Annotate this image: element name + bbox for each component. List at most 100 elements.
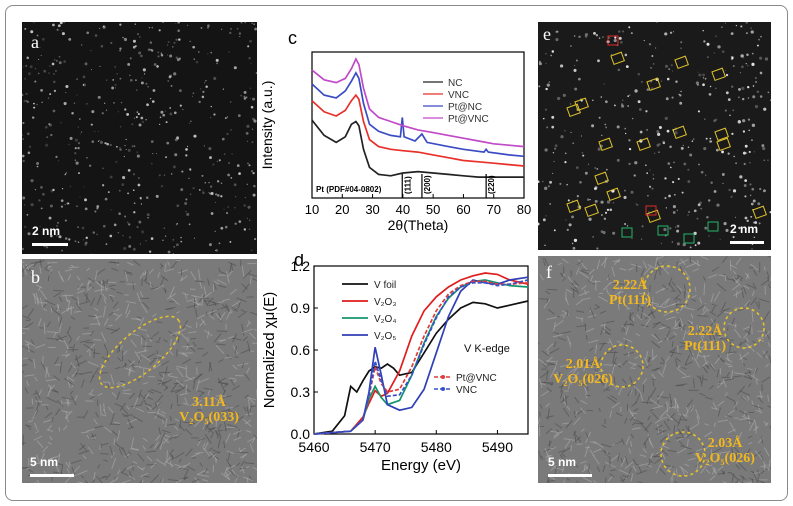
- series-line-v-o-: [313, 279, 529, 435]
- x-tick-label-4: 50: [426, 202, 440, 217]
- marker-yellow-12: [646, 209, 661, 224]
- panel-a-label: a: [31, 32, 39, 52]
- panel-f-phase-4: V₂O₅(026): [695, 451, 755, 466]
- marker-green-3: [707, 221, 719, 232]
- marker-green-2: [683, 233, 695, 244]
- panel-f-label: f: [546, 262, 552, 282]
- panel-e-scale-label: 2 nm: [730, 222, 759, 236]
- marker-green-0: [621, 227, 633, 238]
- marker-yellow-16: [566, 199, 581, 214]
- y-tick-label-1: 0.3: [291, 384, 311, 400]
- panel-b-scale-label: 5 nm: [30, 455, 59, 469]
- panel-b-ellipse-marker: [98, 315, 182, 389]
- series-line-nc: [311, 119, 524, 178]
- x-tick-label-0: 5460: [298, 439, 329, 455]
- x-tick-label-1: 5470: [360, 439, 391, 455]
- panel-a-scale-label: 2 nm: [32, 224, 61, 238]
- panel-b-label: b: [31, 267, 40, 287]
- panel-d-label: d: [294, 254, 304, 270]
- marker-yellow-15: [594, 171, 609, 186]
- legend-label-1: VNC: [448, 90, 469, 101]
- panel-b-lattice-annotation: 3.11Å V₂O₅(033): [164, 395, 254, 425]
- panel-e-atom-markers: [566, 35, 767, 244]
- legend-marker-4: [441, 375, 445, 379]
- panel-b-d-spacing: 3.11Å: [192, 395, 226, 410]
- series-line-vnc: [313, 279, 529, 435]
- x-axis-label: Energy (eV): [381, 457, 461, 474]
- reference-peak-label-0: (111): [403, 176, 412, 194]
- marker-yellow-1: [610, 51, 625, 66]
- reference-peak-label-1: (200): [423, 175, 432, 194]
- series-line-v-foil: [313, 300, 529, 435]
- marker-red-1: [645, 205, 657, 216]
- x-tick-label-7: 80: [517, 202, 531, 217]
- panel-a-dots: [22, 22, 257, 254]
- y-axis-label: Intensity (a.u.): [259, 81, 275, 170]
- panel-f-annotation-3: 2.01Å V₂O₅(026): [538, 357, 628, 387]
- marker-green-1: [657, 225, 669, 236]
- y-axis-label: Normalized χμ(E): [261, 292, 278, 409]
- panel-f-d-spacing-1: 2.22Å: [612, 278, 648, 293]
- panel-b-scale-bar: 5 nm: [30, 455, 78, 477]
- marker-yellow-7: [636, 137, 651, 152]
- legend-marker-5: [441, 387, 445, 391]
- legend-label-2: V₂O₄: [374, 314, 396, 325]
- marker-yellow-9: [714, 127, 729, 142]
- x-tick-label-3: 5490: [482, 439, 513, 455]
- y-tick-label-4: 1.2: [291, 258, 311, 274]
- panel-c-label: c: [288, 28, 297, 48]
- x-axis-label: 2θ(Theta): [388, 217, 449, 233]
- legend-label-0: V foil: [374, 280, 396, 291]
- legend-label-1: V₂O₃: [374, 297, 396, 308]
- panel-e-label: e: [543, 24, 551, 44]
- panel-f-d-spacing-3: 2.01Å: [565, 357, 601, 372]
- x-tick-label-2: 5480: [421, 439, 452, 455]
- panel-f-hrtem-image: f 2.22Å Pt(111) 2.22Å Pt(111) 2.01Å V₂O₅…: [538, 256, 771, 483]
- x-tick-label-3: 40: [396, 202, 410, 217]
- marker-yellow-6: [598, 137, 613, 152]
- panel-f-phase-1: Pt(111): [609, 293, 651, 308]
- panel-f-annotation-1: 2.22Å Pt(111): [590, 278, 670, 308]
- marker-red-0: [607, 35, 619, 46]
- marker-yellow-14: [752, 205, 767, 220]
- marker-yellow-0: [566, 103, 581, 118]
- plot-frame: [311, 51, 525, 199]
- reference-label: Pt (PDF#04-0802): [316, 185, 382, 194]
- panel-a-haadf-image: a 2 nm: [22, 22, 257, 254]
- marker-yellow-2: [646, 77, 661, 92]
- y-tick-label-2: 0.6: [291, 342, 311, 358]
- panel-e-dots: [538, 22, 771, 250]
- panel-f-circle-markers: [600, 265, 765, 477]
- x-tick-label-5: 60: [456, 202, 470, 217]
- marker-yellow-4: [711, 67, 726, 82]
- panel-f-d-spacing-2: 2.22Å: [687, 324, 723, 339]
- series-line-vnc: [311, 93, 525, 167]
- panel-f-scale-label: 5 nm: [548, 455, 577, 469]
- panel-c-xrd-chart: c 10 20 30 40 50 60 70 80 2θ(Theta) Intensity (a.u…: [259, 28, 531, 233]
- reference-peak-label-2: (220): [487, 175, 496, 194]
- panel-a-scale-bar: 2 nm: [32, 224, 72, 246]
- legend-label-3: Pt@VNC: [448, 114, 489, 125]
- legend-label-4: Pt@VNC: [456, 373, 497, 384]
- marker-yellow-5: [574, 97, 589, 112]
- panel-f-phase-2: Pt(111): [684, 339, 726, 354]
- x-tick-label-1: 20: [335, 202, 349, 217]
- panel-d-xanes-chart: d 5460 5470 5480 5490 0.0 0.3 0.6 0.9 1.2 Energy (…: [261, 254, 529, 474]
- marker-yellow-13: [716, 137, 731, 152]
- panel-b-texture: [22, 259, 257, 483]
- panel-f-annotation-2: 2.22Å Pt(111): [670, 324, 740, 354]
- marker-yellow-10: [606, 187, 621, 202]
- marker-yellow-3: [674, 55, 689, 70]
- series-line-pt-vnc: [311, 57, 525, 148]
- x-tick-label-6: 70: [486, 202, 500, 217]
- panel-e-haadf-image: e 2 nm: [538, 22, 771, 250]
- panel-f-d-spacing-4: 2.03Å: [707, 436, 743, 451]
- x-tick-label-0: 10: [305, 202, 319, 217]
- panel-b-hrtem-image: b 3.11Å V₂O₅(033) 5 nm: [22, 259, 257, 483]
- legend-label-0: NC: [448, 78, 462, 89]
- panel-f-scale-bar: 5 nm: [548, 455, 596, 477]
- edge-annotation: V K-edge: [464, 343, 510, 355]
- panel-b-phase: V₂O₅(033): [179, 410, 239, 425]
- marker-yellow-8: [672, 125, 687, 140]
- panel-f-annotation-4: 2.03Å V₂O₅(026): [680, 436, 770, 466]
